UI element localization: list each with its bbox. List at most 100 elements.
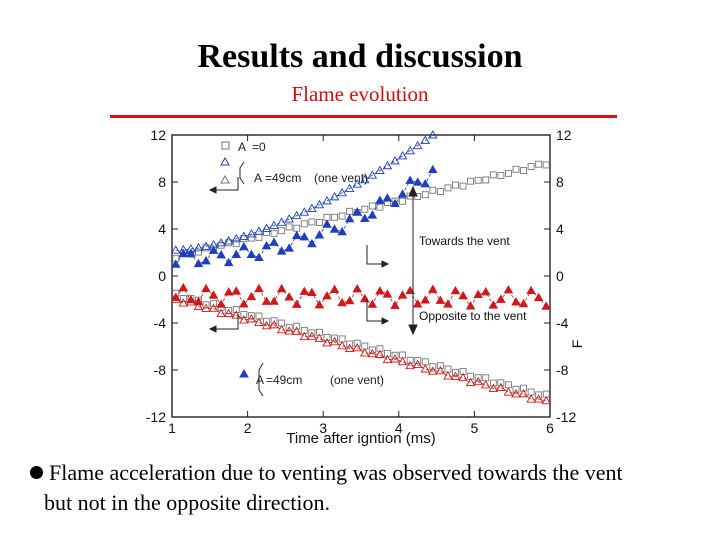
data-point <box>465 377 476 387</box>
data-point <box>405 175 415 184</box>
data-point <box>405 285 415 295</box>
y-tick-label-right: 0 <box>556 268 564 284</box>
flame-evolution-chart: 1 2 3 4 5 6-12 -12-8 -8-4 -40 04 48 812 12 A =0 A =4… <box>146 127 585 447</box>
annotations: Towards the vent Opposite to the vent <box>419 234 527 323</box>
data-point <box>269 237 279 246</box>
data-point <box>186 248 196 257</box>
data-point <box>465 301 476 310</box>
data-point <box>284 214 294 223</box>
data-point <box>480 380 491 389</box>
data-point <box>278 227 286 235</box>
arrowhead <box>208 186 217 194</box>
data-point <box>367 348 378 358</box>
data-point <box>352 284 362 293</box>
data-point <box>488 383 499 392</box>
data-point <box>261 320 272 330</box>
legend-bottom: A =49cm (one vent) <box>239 362 384 397</box>
legend-triangle-marker <box>220 174 230 184</box>
data-point <box>482 374 490 382</box>
data-point <box>542 161 550 169</box>
data-point <box>299 207 310 216</box>
data-point <box>308 218 316 226</box>
data-point <box>444 365 452 373</box>
data-point <box>216 308 226 318</box>
arrow-left-middle <box>210 314 239 330</box>
y-tick-label-right: -12 <box>556 409 576 425</box>
data-point <box>503 387 514 396</box>
data-point <box>254 283 264 293</box>
data-point <box>497 379 505 387</box>
data-point <box>344 295 355 305</box>
data-point <box>208 290 219 299</box>
data-point <box>352 342 362 352</box>
legend-bracket <box>239 161 245 185</box>
arrow-right-top <box>366 245 388 265</box>
y-tick-label-left: 8 <box>158 174 166 190</box>
data-point <box>193 296 204 306</box>
bullet-dot-icon <box>30 466 43 479</box>
data-point <box>300 220 308 228</box>
data-point <box>390 300 400 310</box>
data-point <box>412 299 423 308</box>
data-point <box>338 212 346 220</box>
data-point <box>217 241 225 249</box>
data-point <box>444 184 452 192</box>
data-point <box>429 186 437 194</box>
arrow-left-top <box>210 177 239 191</box>
data-point <box>284 292 294 301</box>
data-point <box>360 348 370 357</box>
arrowhead <box>381 317 390 325</box>
data-point <box>541 395 551 405</box>
data-point <box>435 365 446 375</box>
data-point <box>171 292 181 301</box>
y-tick-label-left: -8 <box>154 362 167 378</box>
bullet-text-line1: Flame acceleration due to venting was ob… <box>49 460 623 485</box>
data-point <box>239 241 249 251</box>
data-point <box>223 257 234 267</box>
data-point <box>314 333 325 342</box>
bullet-point: Flame acceleration due to venting was ob… <box>30 458 710 518</box>
data-point <box>322 291 332 300</box>
data-point <box>240 311 248 318</box>
data-point <box>315 218 323 226</box>
y-tick-label-left: 4 <box>158 221 166 237</box>
data-point <box>307 287 317 297</box>
data-point <box>397 356 408 366</box>
data-point <box>346 340 354 348</box>
data-point <box>314 199 325 209</box>
arrowhead <box>208 325 217 333</box>
data-point <box>421 191 429 199</box>
data-point <box>239 231 249 240</box>
data-point <box>179 295 187 302</box>
data-point <box>299 231 310 241</box>
data-point <box>193 301 204 311</box>
data-point <box>420 295 431 304</box>
data-point <box>307 331 317 340</box>
legend-label-vent: (one vent) <box>330 373 384 387</box>
data-point <box>428 284 438 293</box>
arrow-right-bottom <box>366 298 388 322</box>
annotation-towards-vent: Towards the vent <box>419 234 510 248</box>
data-point <box>397 290 408 299</box>
data-point <box>346 207 354 215</box>
legend-square-marker <box>221 141 230 150</box>
data-point <box>263 228 270 236</box>
data-point <box>452 181 459 189</box>
data-point <box>239 315 249 324</box>
data-point <box>368 202 376 210</box>
data-point <box>314 300 325 309</box>
slide-subtitle: Flame evolution <box>291 82 429 106</box>
legend-label-area: =49cm <box>266 373 302 387</box>
arrowhead-up <box>408 185 418 197</box>
x-tick-label: 5 <box>471 420 479 436</box>
legend-label-a-symbol: A <box>238 140 246 154</box>
data-point <box>284 326 294 335</box>
data-point <box>291 326 302 335</box>
data-point <box>216 299 226 308</box>
data-point <box>201 255 211 265</box>
data-point <box>202 301 210 309</box>
y-tick-label-left: -12 <box>146 409 166 425</box>
legend-label-area: =49cm <box>265 171 301 185</box>
data-point <box>261 223 272 232</box>
data-point <box>276 246 287 255</box>
